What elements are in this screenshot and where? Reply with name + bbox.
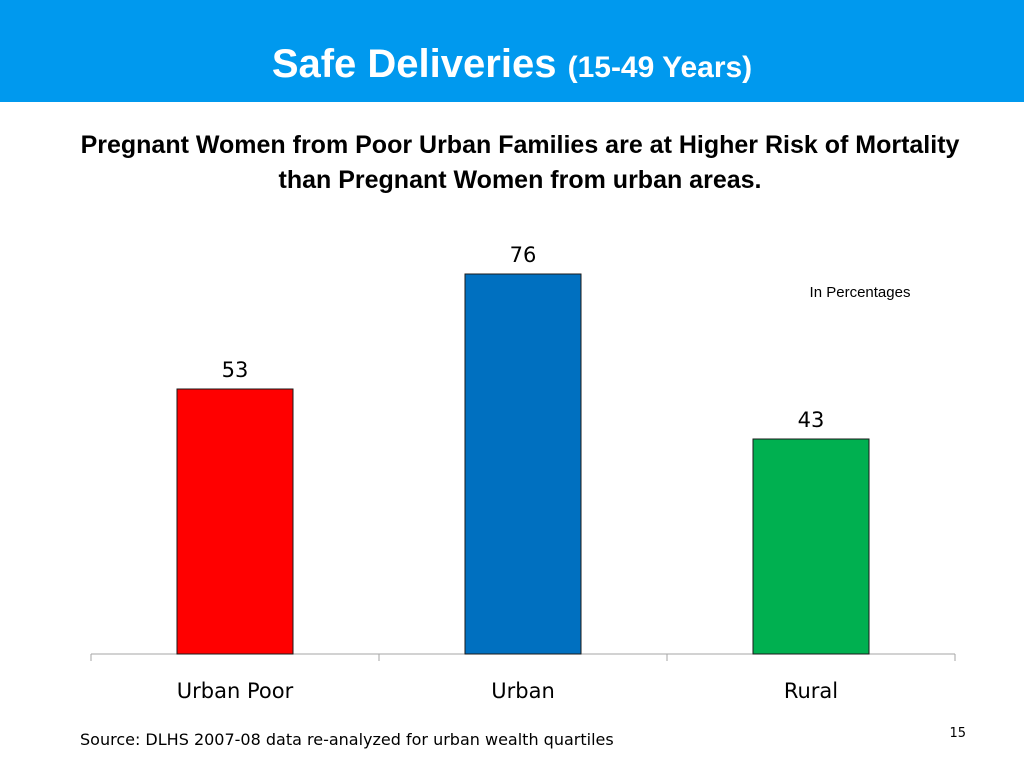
slide-title-main: Safe Deliveries <box>271 42 557 86</box>
x-tick-label: Urban <box>491 679 555 703</box>
data-label: 43 <box>798 408 825 432</box>
slide-subtitle: Pregnant Women from Poor Urban Families … <box>80 131 960 194</box>
slide-title: Safe Deliveries (15-49 Years) <box>0 40 1024 92</box>
data-label: 53 <box>222 358 249 382</box>
header-bar <box>0 0 1024 102</box>
page-number: 15 <box>949 726 966 741</box>
bar-urban <box>464 273 582 655</box>
source-note: Source: DLHS 2007-08 data re-analyzed fo… <box>80 730 614 749</box>
slide-title-sub: (15-49 Years) <box>567 51 753 84</box>
data-label: 76 <box>510 243 537 267</box>
bar-rural <box>752 438 870 655</box>
x-tick-label: Urban Poor <box>177 679 294 703</box>
x-tick-label: Rural <box>784 679 838 703</box>
bar-urban-poor <box>176 388 294 655</box>
unit-note: In Percentages <box>809 284 911 301</box>
